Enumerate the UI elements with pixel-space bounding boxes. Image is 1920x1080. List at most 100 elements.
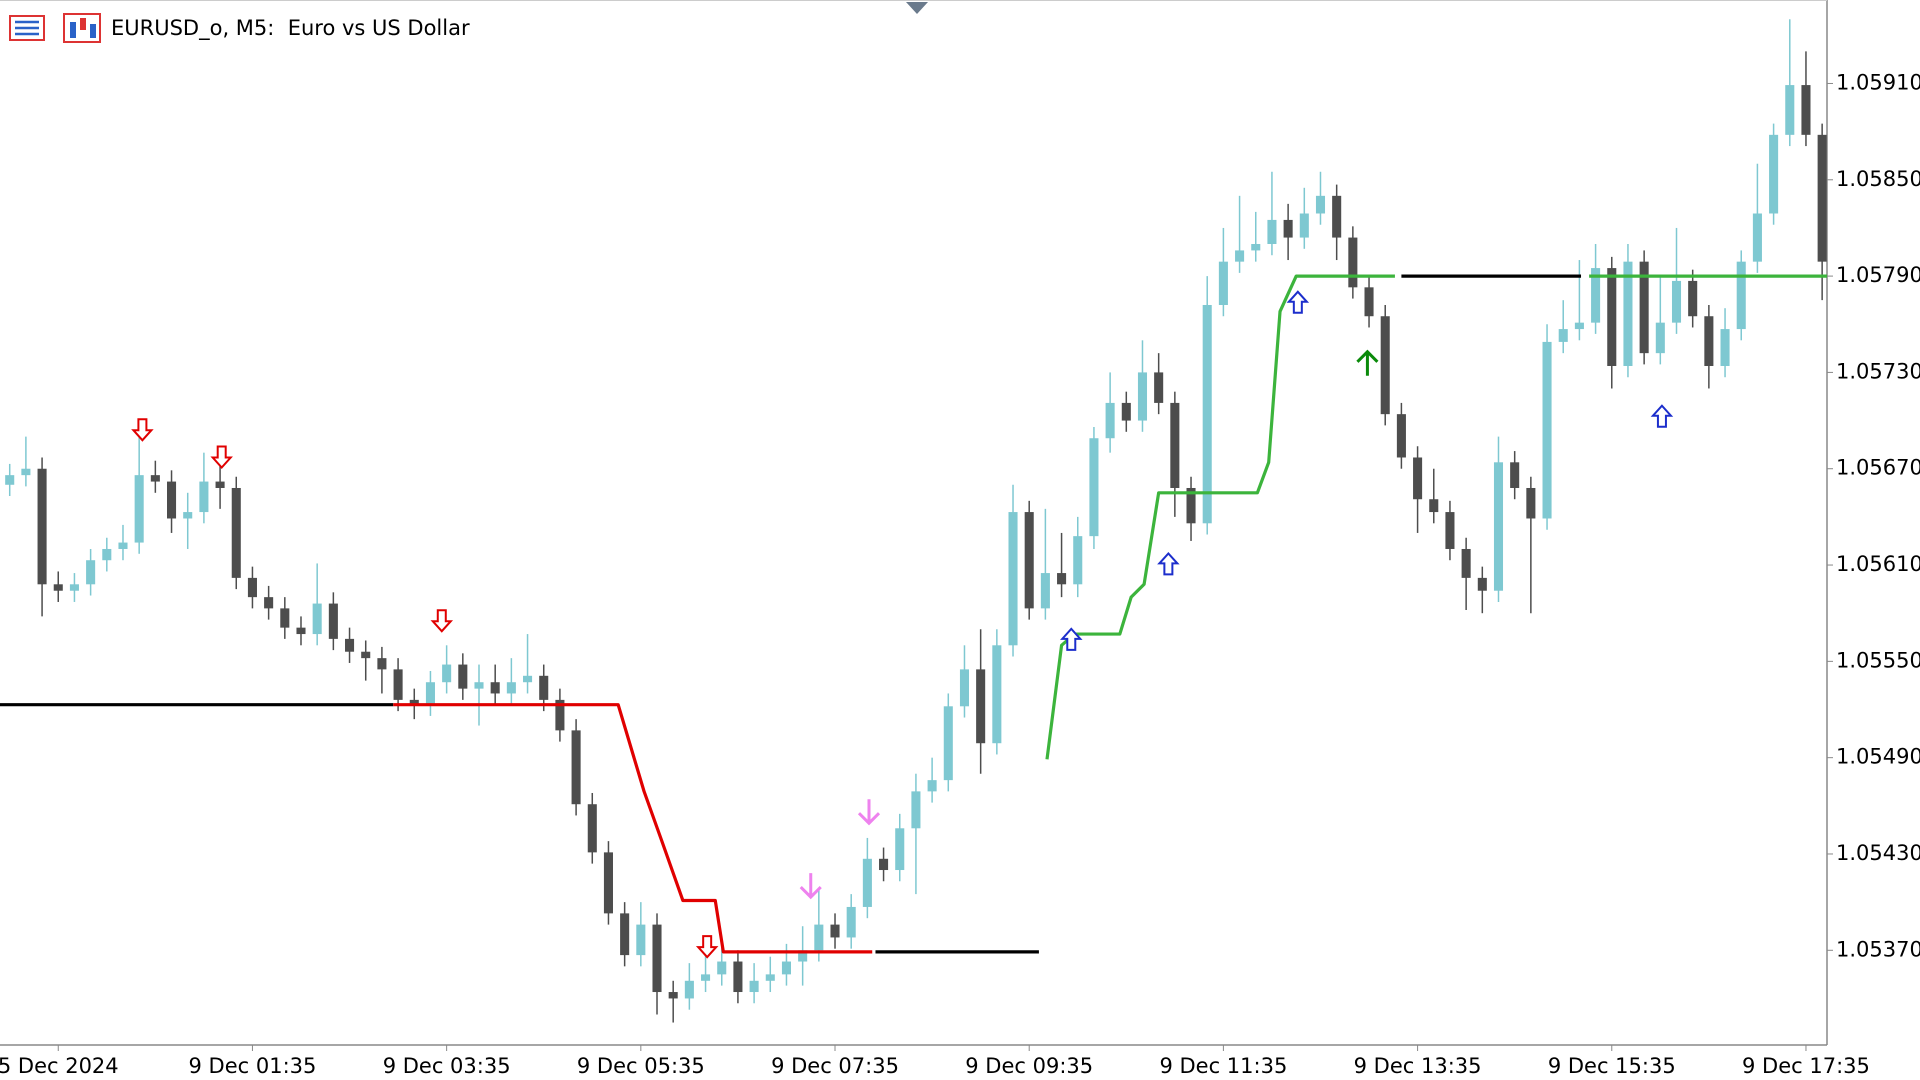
candle-body [1671,280,1682,323]
signal-arrow [210,445,233,469]
candle-body [150,475,160,482]
candle-body [1202,304,1212,524]
candle-body [1591,268,1601,323]
candle-body [102,548,112,561]
candle-body [814,924,824,951]
candle-body [280,608,290,628]
x-tick-label: 9 Dec 17:35 [1742,1054,1870,1078]
candle-body [458,664,468,689]
candle-body [1461,548,1471,578]
y-tick-label: 1.05550 [1836,648,1920,672]
candle-body [781,961,791,975]
candle-body [1510,462,1520,488]
signal-arrow [857,799,881,826]
signal-arrow [1356,349,1379,376]
candle-body [798,950,808,962]
x-tick-label: 9 Dec 09:35 [965,1054,1093,1078]
candle-body [684,980,694,999]
candle-body [1235,250,1245,262]
candle-body [555,699,565,731]
candle-body [490,682,500,694]
candle-body [1688,280,1698,317]
y-tick-label: 1.05610 [1836,552,1920,576]
candle-body [1008,512,1018,646]
candle-body [69,584,79,591]
candle-body [345,638,355,652]
candle-body [1348,237,1358,288]
signal-arrow [1157,551,1180,576]
candle-body [1073,536,1083,585]
candle-body [1283,219,1293,238]
chart-type-icon[interactable] [63,13,101,43]
x-tick-label: 9 Dec 01:35 [189,1054,317,1078]
candle-body [733,961,743,993]
candle-body [1170,402,1180,488]
candle-body [37,468,47,585]
x-tick-label: 9 Dec 13:35 [1354,1054,1482,1078]
candle-body [409,699,419,705]
candle-body [668,992,678,999]
y-tick-label: 1.05490 [1836,745,1920,769]
y-tick-label: 1.05910 [1836,70,1920,94]
candle-body [652,924,662,993]
candle-body [765,974,775,981]
candle-body [393,669,403,700]
candle-body [5,475,15,485]
scroll-marker[interactable] [906,2,928,14]
candle-body [199,481,209,513]
candle-body [361,651,371,659]
candle-body [523,675,533,683]
y-tick-label: 1.05430 [1836,841,1920,865]
candle-body [167,481,177,519]
candle-body [21,468,31,476]
candle-body [976,669,986,744]
menu-icon[interactable] [9,15,45,41]
signal-arrow [430,609,454,633]
candle-body [1218,261,1228,305]
candle-body [506,682,516,694]
y-tick-label: 1.05790 [1836,263,1920,287]
candle-body [1542,341,1552,519]
candle-body [1639,261,1649,354]
candle-body [86,560,96,585]
plot-area [0,0,1827,1045]
y-tick-label: 1.05370 [1836,937,1920,961]
candle-body [1785,85,1795,135]
candle-body [215,481,225,488]
y-tick-label: 1.05730 [1836,359,1920,383]
candle-body [830,924,840,938]
candle-body [1154,372,1164,403]
x-tick-label: 9 Dec 15:35 [1548,1054,1676,1078]
candle-body [846,906,856,938]
candle-body [879,858,889,871]
candle-body [328,603,338,639]
candle-body [1364,287,1374,317]
x-tick-label: 9 Dec 11:35 [1159,1054,1287,1078]
candle-body [603,852,613,914]
candle-body [1817,134,1827,262]
candle-body [1137,372,1148,421]
candle-body [1105,402,1115,439]
candle-body [1413,457,1423,500]
x-tick-label: 9 Dec 05:35 [577,1054,705,1078]
x-tick-label: 9 Dec 03:35 [383,1054,511,1078]
candle-body [959,669,970,707]
candle-body [911,791,921,829]
candle-body [895,828,905,871]
candle-body [1380,316,1390,415]
y-tick-label: 1.05670 [1836,456,1920,480]
candle-body [1752,213,1762,262]
candle-body [1040,573,1050,609]
candle-body [1445,512,1455,549]
candle-body [1121,402,1131,421]
candle-body [571,730,581,805]
candle-body [636,924,646,956]
candle-body [1801,85,1811,135]
candle-body [1736,261,1746,330]
candle-body [1315,195,1326,214]
candle-body [377,658,387,670]
candle-body [134,475,144,543]
candle-body [247,577,257,598]
